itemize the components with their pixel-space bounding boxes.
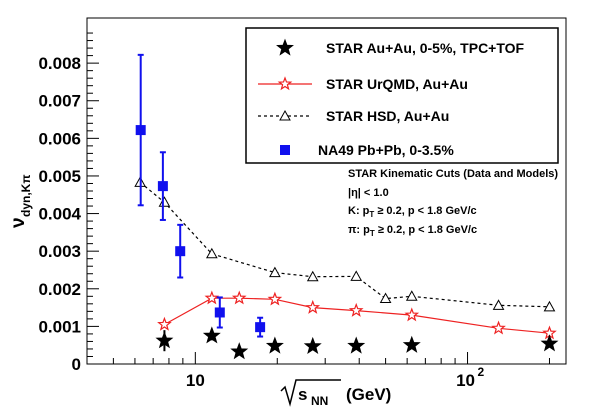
- legend: STAR Au+Au, 0-5%, TPC+TOF STAR UrQMD, Au+…: [245, 27, 559, 164]
- legend-entry-label: STAR HSD, Au+Au: [326, 108, 449, 124]
- annotation-line: K: pT ≥ 0.2, p < 1.8 GeV/c: [348, 205, 477, 219]
- sqrt-sign: [280, 379, 341, 407]
- series-2: [134, 176, 556, 312]
- x-axis-title-sub: NN: [311, 394, 328, 408]
- data-point: [205, 247, 218, 259]
- data-point: [214, 307, 225, 318]
- data-point: [347, 336, 366, 354]
- data-point: [269, 266, 281, 278]
- y-tick-label: 0.002: [38, 280, 81, 299]
- legend-box: [245, 27, 559, 164]
- data-point: [230, 342, 249, 360]
- annotation-line: π: pT ≥ 0.2, p < 1.8 GeV/c: [348, 224, 477, 238]
- y-tick-label: 0: [72, 355, 81, 374]
- series-3: [135, 53, 266, 338]
- data-point: [305, 299, 321, 314]
- data-point: [540, 334, 559, 352]
- data-point: [155, 331, 174, 349]
- data-point: [265, 336, 284, 354]
- data-point: [492, 299, 505, 310]
- y-tick-label: 0.007: [38, 92, 81, 111]
- legend-entry-label: STAR UrQMD, Au+Au: [326, 76, 468, 92]
- data-point: [348, 302, 364, 317]
- y-axis: 0 0.001 0.002 0.003 0.004 0.005 0.006 0.007 0.00…: [38, 17, 99, 374]
- x-tick-label-exponent: 2: [478, 365, 485, 379]
- legend-marker: [280, 145, 290, 155]
- data-point: [379, 292, 392, 304]
- y-tick-label: 0.003: [38, 242, 81, 261]
- series-line: [139, 181, 550, 308]
- y-tick-label: 0.001: [38, 317, 81, 336]
- annotation-line: STAR Kinematic Cuts (Data and Models): [348, 168, 558, 180]
- data-point: [157, 316, 172, 331]
- data-point: [135, 125, 146, 136]
- legend-marker: [277, 76, 293, 91]
- x-axis-title-unit: (GeV): [346, 385, 391, 404]
- x-tick-label: 10: [456, 371, 475, 390]
- legend-entry-label: STAR Au+Au, 0-5%, TPC+TOF: [326, 40, 525, 56]
- y-tick-label: 0.005: [38, 167, 81, 186]
- annotation-line: |η| < 1.0: [348, 187, 389, 199]
- legend-marker: [276, 38, 294, 56]
- data-point: [157, 181, 168, 192]
- series-0: [155, 326, 559, 360]
- y-tick-label: 0.006: [38, 129, 81, 148]
- data-point: [158, 196, 171, 207]
- kinematic-cuts-annotation: STAR Kinematic Cuts (Data and Models) |η|…: [348, 168, 558, 238]
- data-point: [491, 320, 506, 335]
- data-point: [231, 290, 247, 305]
- legend-entry-label: NA49 Pb+Pb, 0-3.5%: [318, 142, 454, 158]
- legend-marker: [279, 109, 291, 121]
- y-axis-title: ν dyn,Kπ: [8, 174, 33, 228]
- x-axis-title: s NN (GeV): [280, 379, 391, 408]
- data-point: [350, 270, 363, 281]
- data-point: [175, 246, 186, 257]
- data-point: [402, 335, 421, 353]
- data-point: [543, 300, 556, 312]
- y-axis-title-nu: ν: [8, 217, 29, 228]
- x-axis: 10 10 2: [86, 352, 550, 390]
- data-point: [303, 336, 322, 354]
- y-tick-label: 0.008: [38, 54, 81, 73]
- data-point: [306, 270, 319, 282]
- data-point: [405, 290, 418, 301]
- y-axis-title-sub: dyn,Kπ: [19, 174, 33, 217]
- data-series: [134, 53, 559, 360]
- x-tick-label: 10: [186, 371, 205, 390]
- y-tick-label: 0.004: [38, 205, 81, 224]
- data-point: [267, 291, 283, 306]
- data-point: [255, 322, 266, 333]
- x-axis-title-sNN: s: [298, 385, 307, 404]
- data-point: [202, 326, 221, 344]
- data-point: [204, 290, 220, 305]
- data-point: [404, 307, 420, 322]
